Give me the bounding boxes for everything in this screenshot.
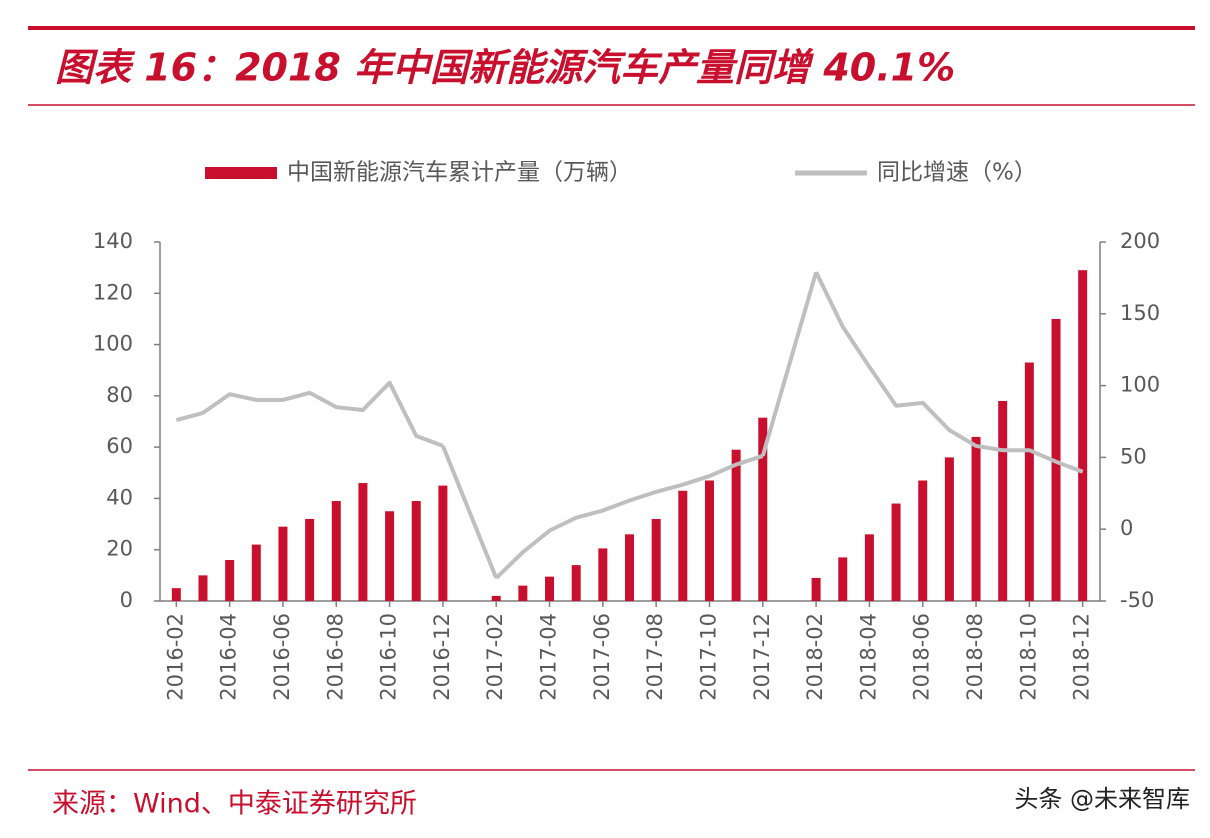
bar bbox=[571, 565, 581, 601]
y-tick-label: 20 bbox=[106, 537, 133, 561]
bar bbox=[651, 518, 661, 601]
y2-tick-label: 50 bbox=[1120, 444, 1147, 468]
bar bbox=[518, 585, 528, 601]
bar bbox=[731, 449, 741, 601]
bar bbox=[251, 544, 261, 601]
source: 来源：Wind、中泰证券研究所 bbox=[52, 789, 417, 820]
y-tick-label: 0 bbox=[120, 588, 133, 612]
bar bbox=[891, 503, 901, 601]
y-tick-label: 120 bbox=[93, 280, 133, 304]
x-tick-label: 2017-12 bbox=[750, 613, 774, 701]
bar bbox=[1024, 362, 1034, 601]
y-tick-label: 60 bbox=[106, 434, 133, 458]
bar bbox=[305, 518, 315, 601]
x-tick-label: 2017-10 bbox=[696, 613, 720, 701]
x-tick-label: 2017-04 bbox=[537, 613, 561, 701]
legend-label: 同比增速（%） bbox=[877, 160, 1037, 186]
x-tick-label: 2016-02 bbox=[163, 613, 187, 701]
bar bbox=[225, 559, 235, 601]
watermark: 头条 @未来智库 bbox=[1014, 785, 1190, 813]
bar bbox=[358, 483, 368, 601]
bar bbox=[918, 480, 928, 601]
bar bbox=[864, 534, 874, 601]
y-tick-label: 40 bbox=[106, 485, 133, 509]
y2-tick-label: 0 bbox=[1120, 516, 1133, 540]
bar bbox=[545, 576, 555, 601]
bar bbox=[278, 526, 288, 601]
x-tick-label: 2018-06 bbox=[910, 613, 934, 701]
bar bbox=[678, 490, 688, 601]
x-tick-label: 2017-02 bbox=[483, 613, 507, 701]
y-tick-label: 140 bbox=[93, 229, 133, 253]
line-bridge bbox=[760, 271, 819, 457]
x-tick-label: 2016-06 bbox=[270, 613, 294, 701]
x-tick-label: 2016-04 bbox=[217, 613, 241, 701]
y2-tick-label: -50 bbox=[1120, 588, 1154, 612]
y-tick-label: 100 bbox=[93, 332, 133, 356]
bar bbox=[625, 534, 634, 601]
line bbox=[814, 271, 1084, 474]
bar bbox=[171, 588, 181, 601]
line bbox=[494, 454, 764, 580]
bar bbox=[438, 485, 448, 601]
x-tick-label: 2016-10 bbox=[377, 613, 401, 701]
bar bbox=[944, 457, 954, 601]
bar bbox=[1078, 270, 1088, 601]
y2-tick-label: 100 bbox=[1120, 373, 1160, 397]
x-tick-label: 2017-08 bbox=[643, 613, 667, 701]
bar bbox=[704, 480, 714, 601]
bar bbox=[598, 548, 608, 601]
bar bbox=[331, 500, 341, 601]
x-tick-label: 2018-04 bbox=[856, 613, 880, 701]
legend-swatch bbox=[205, 167, 277, 179]
x-tick-label: 2018-10 bbox=[1016, 613, 1040, 701]
bar bbox=[491, 595, 501, 601]
bar bbox=[198, 575, 208, 601]
bar bbox=[811, 577, 821, 601]
x-tick-label: 2017-06 bbox=[590, 613, 614, 701]
plot: 0 20 40 60 80 100 120 140 -50 0 50 100 150 200 2016-02… bbox=[93, 160, 1160, 701]
bar bbox=[838, 557, 848, 601]
y-tick-label: 80 bbox=[106, 383, 133, 407]
legend-label: 中国新能源汽车累计产量（万辆） bbox=[287, 160, 632, 186]
title: 图表 16：2018 年中国新能源汽车产量同增 40.1% bbox=[55, 46, 955, 90]
x-tick-label: 2016-12 bbox=[430, 613, 454, 701]
y2-tick-label: 150 bbox=[1120, 301, 1160, 325]
bar bbox=[411, 500, 421, 601]
x-tick-label: 2018-02 bbox=[803, 613, 827, 701]
y2-tick-label: 200 bbox=[1120, 229, 1160, 253]
x-tick-label: 2016-08 bbox=[323, 613, 347, 701]
line-bridge bbox=[441, 445, 499, 579]
line bbox=[175, 380, 444, 448]
x-tick-label: 2018-12 bbox=[1070, 613, 1094, 701]
x-tick-label: 2018-08 bbox=[963, 613, 987, 701]
bar bbox=[998, 400, 1008, 601]
bar bbox=[385, 511, 395, 601]
bar bbox=[971, 436, 981, 601]
bar bbox=[758, 417, 768, 601]
